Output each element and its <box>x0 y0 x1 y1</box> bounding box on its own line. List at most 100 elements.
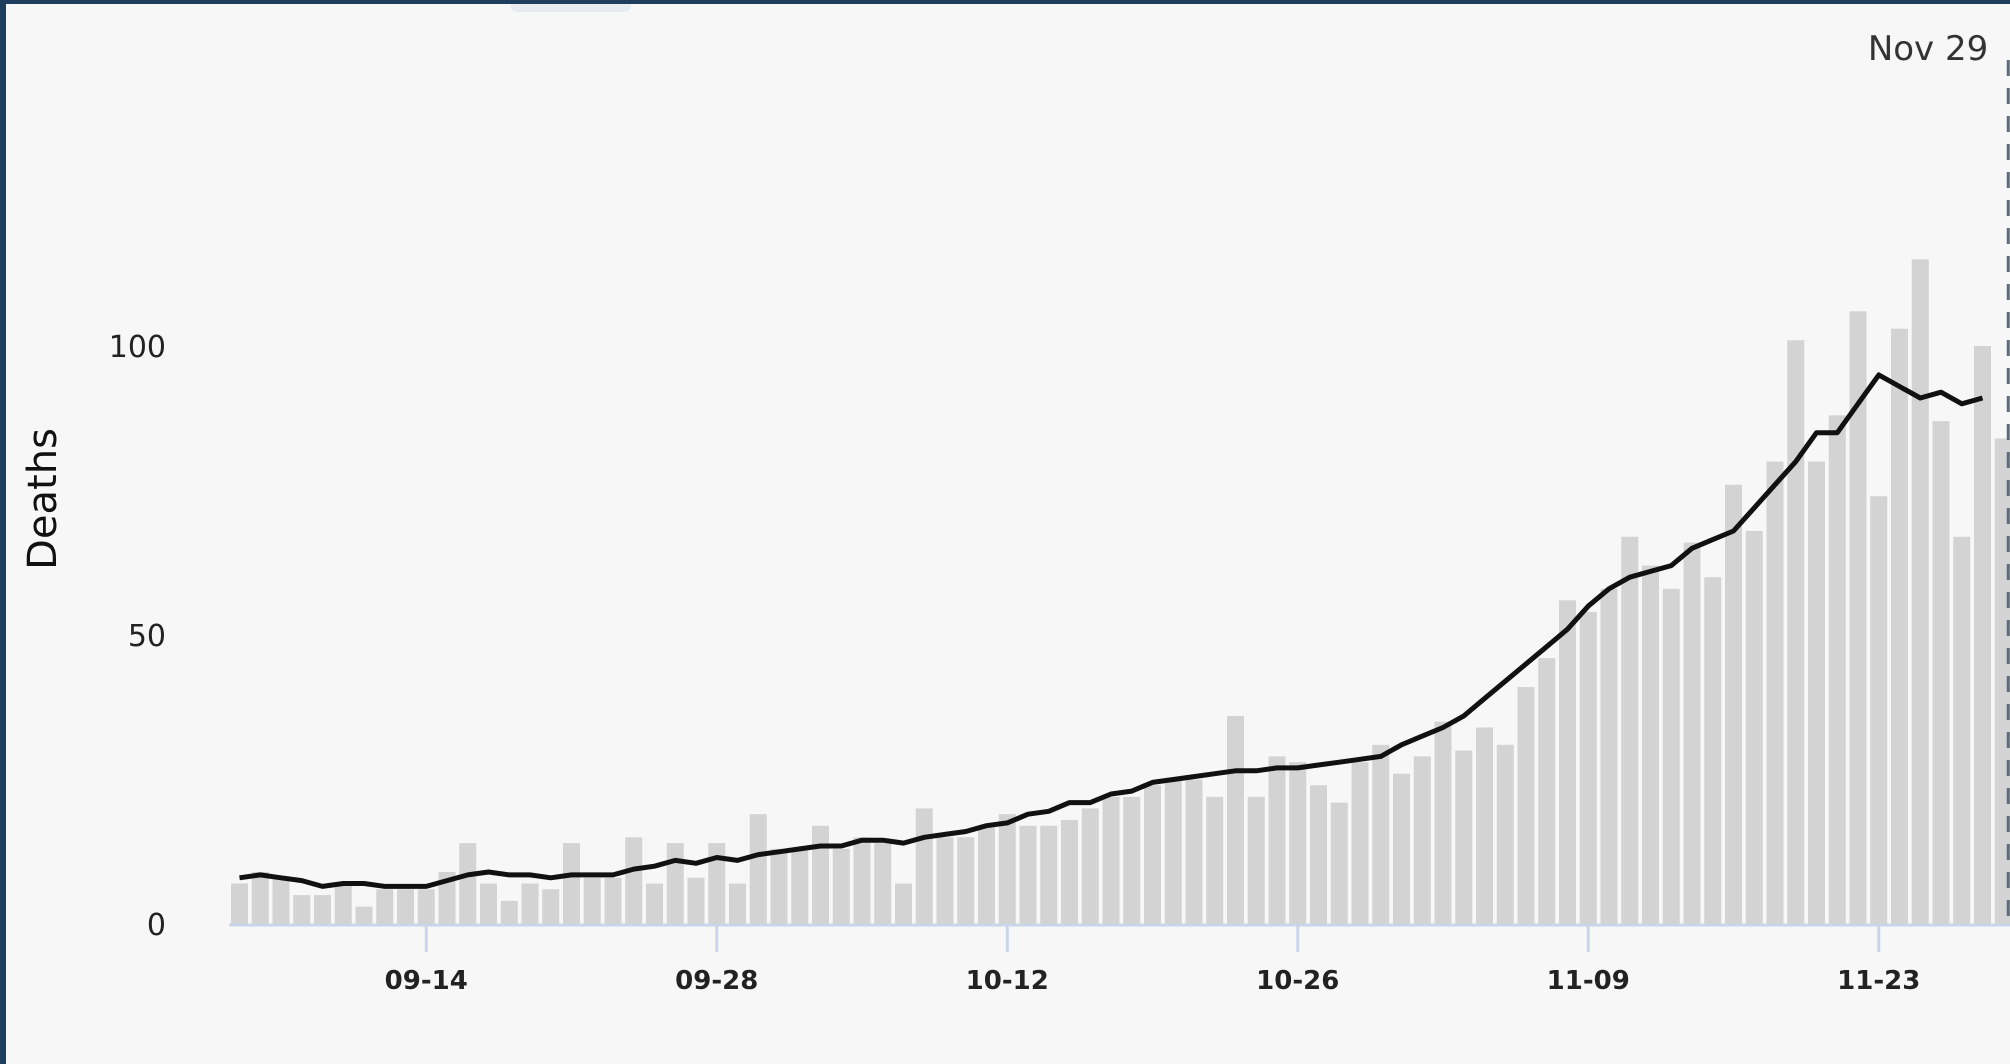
x-tick-label: 10-26 <box>1256 966 1339 996</box>
bar <box>334 883 352 924</box>
bar <box>625 837 643 924</box>
bar <box>1745 530 1763 924</box>
bar <box>542 889 560 924</box>
bar <box>1538 658 1556 924</box>
bar <box>1849 311 1867 924</box>
bar <box>1393 773 1410 924</box>
y-axis-label: Deaths <box>20 428 66 570</box>
bar <box>1330 802 1348 924</box>
bar <box>1725 484 1742 924</box>
bar <box>1517 687 1535 924</box>
bar-series <box>231 259 2010 925</box>
bar <box>1911 259 1929 924</box>
bar <box>1476 727 1493 924</box>
bar <box>832 848 850 924</box>
bar <box>438 871 456 924</box>
y-tick-label: 100 <box>109 330 166 365</box>
x-tick-label: 10-12 <box>966 966 1049 996</box>
bar <box>1828 415 1846 924</box>
moving-average-line <box>239 372 1984 889</box>
bar <box>1102 796 1120 924</box>
bar <box>853 837 871 924</box>
bar <box>314 895 331 924</box>
bar <box>1185 779 1203 924</box>
bar <box>272 877 290 924</box>
bar <box>1662 588 1680 924</box>
bar <box>1268 756 1286 924</box>
bar <box>1870 496 1888 924</box>
bar <box>355 906 373 924</box>
y-tick-label: 0 <box>147 908 166 943</box>
bar <box>978 825 995 924</box>
bar <box>708 843 726 924</box>
bar <box>915 808 933 924</box>
bar <box>895 883 912 924</box>
deaths-chart: 0 50 100 09-14 09-28 10-12 10-26 11-09 11-23 No… <box>20 29 2010 996</box>
y-axis-ticks: 0 50 100 <box>109 330 166 943</box>
bar <box>500 900 518 924</box>
chart-panel: 0 50 100 09-14 09-28 10-12 10-26 11-09 11-23 No… <box>6 4 2010 1064</box>
bar <box>1413 756 1431 924</box>
bar <box>1227 715 1244 924</box>
bar <box>1953 536 1971 924</box>
bar <box>563 843 580 924</box>
bar <box>957 837 975 924</box>
bar <box>1579 611 1597 924</box>
bar <box>1683 542 1701 924</box>
x-tick-label: 09-28 <box>675 966 758 996</box>
bar <box>1559 600 1576 924</box>
x-axis-ticks: 09-14 09-28 10-12 10-26 11-09 11-23 <box>385 925 1920 996</box>
bar <box>1061 819 1078 924</box>
bar <box>998 814 1016 924</box>
bar <box>583 877 601 924</box>
bar <box>1891 328 1908 924</box>
bar <box>1766 461 1784 924</box>
bar <box>1621 536 1639 924</box>
bar <box>1642 565 1659 924</box>
x-tick-label: 11-09 <box>1547 966 1630 996</box>
bar <box>1289 762 1307 924</box>
bar <box>293 895 311 924</box>
bar <box>936 837 954 924</box>
bar <box>1040 825 1058 924</box>
bar <box>251 871 269 924</box>
tab-stub <box>511 4 631 12</box>
bar <box>1206 796 1224 924</box>
bar <box>417 889 435 924</box>
bar <box>1974 346 1991 924</box>
bar <box>1787 340 1805 925</box>
bar <box>791 848 809 924</box>
bar <box>1704 577 1722 924</box>
bar <box>1144 785 1161 924</box>
bar <box>521 883 539 924</box>
bar <box>1019 825 1037 924</box>
bar <box>729 883 746 924</box>
bar <box>1496 744 1514 924</box>
bar <box>1455 750 1473 924</box>
bar <box>1164 779 1182 924</box>
bar <box>749 814 767 924</box>
bar <box>480 883 497 924</box>
bar <box>1310 785 1327 924</box>
bar <box>1434 721 1452 924</box>
x-tick-label: 09-14 <box>385 966 468 996</box>
bar <box>874 843 892 924</box>
bar <box>1247 796 1265 924</box>
bar <box>1372 744 1390 924</box>
bar <box>1081 808 1099 924</box>
bar <box>1600 588 1618 924</box>
bar <box>376 889 394 924</box>
x-tick-label: 11-23 <box>1837 966 1920 996</box>
bar <box>604 877 622 924</box>
bar <box>1994 438 2010 924</box>
bar <box>770 848 788 924</box>
bar <box>459 843 477 924</box>
bar <box>646 883 663 924</box>
y-tick-label: 50 <box>128 619 166 654</box>
bar <box>1932 421 1950 924</box>
bar <box>397 889 414 924</box>
date-marker-label: Nov 29 <box>1868 29 1988 69</box>
bar <box>687 877 705 924</box>
bar <box>666 843 684 924</box>
bar <box>1808 461 1825 924</box>
